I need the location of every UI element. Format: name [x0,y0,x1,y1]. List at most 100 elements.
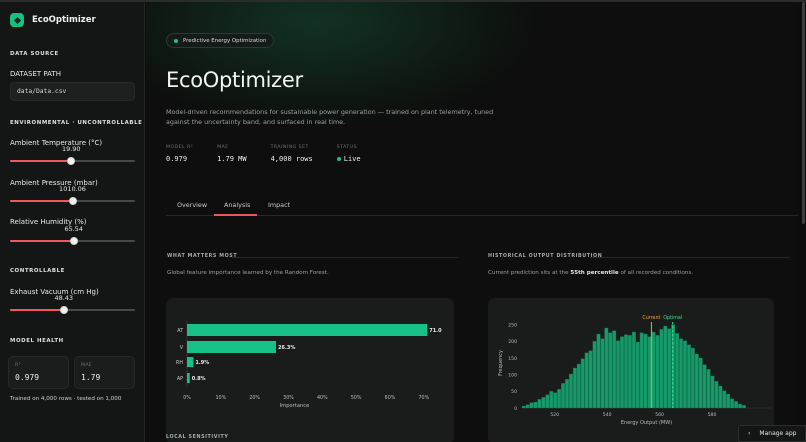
histogram-bar [683,340,687,409]
slider-thumb[interactable] [68,196,77,205]
stat-value: 4,000 rows [270,155,313,163]
status-dot-icon [174,38,178,43]
importance-chart: AT 71.0 V 26.3% RH 1.9% AP 0.8% 0% 10% 20% 30% 40% 50… [176,320,442,409]
histogram-bar [738,403,742,409]
slider-value: 65.54 [64,225,84,233]
slider-value: 1010.06 [59,185,86,193]
slider-value: 19.90 [61,145,81,153]
r2-kpi-card: R² 0.979 [8,356,69,389]
histogram-bar [576,363,581,409]
importance-bar [187,357,194,367]
bar-category-label: RH [176,360,183,366]
bar-category-label: V [180,345,184,351]
histogram-bar [620,336,624,409]
slider-thumb[interactable] [59,305,68,314]
histogram-bar [702,364,707,409]
histogram-bar [533,401,538,409]
status-value: Live [343,155,361,163]
stat-label: STATUS [336,145,357,150]
histogram-bar [726,393,731,409]
slider-track [10,309,135,311]
histogram-bar [714,381,719,409]
histogram-bar [710,375,715,409]
x-tick-label: 560 [655,412,664,418]
subtitle-text: Current prediction sits at the [488,270,571,276]
stat-training-set: TRAINING SET 4,000 rows [271,145,313,163]
exhaust-vacuum-slider[interactable]: 48.43 [10,294,135,316]
bar-value-label: 26.3% [278,345,295,351]
leaf-logo-icon [10,13,24,27]
histogram-bar [596,333,601,409]
active-tab-indicator [214,214,257,216]
importance-bar [187,373,190,383]
model-health-heading: MODEL HEALTH [10,338,64,344]
stat-label: MAE [217,145,229,150]
relative-humidity-slider[interactable]: 65.54 [10,225,135,247]
histogram-bar [580,358,585,409]
subtitle-text: of all recorded conditions. [618,270,694,276]
importance-chart-card: AT 71.0 V 26.3% RH 1.9% AP 0.8% 0% 10% 20% 30% 40% 50… [166,298,454,442]
histogram-bar [631,331,636,409]
x-tick-label: 70% [419,395,430,401]
importance-bar [187,341,276,353]
current-marker-label: Current [642,315,660,321]
importance-heading: WHAT MATTERS MOST [167,254,238,259]
page-title: EcoOptimizer [166,68,303,92]
kpi-value: 0.979 [15,373,40,382]
x-axis-label: Importance [280,403,310,409]
histogram-bar [588,350,593,409]
stat-value: 1.79 MW [217,155,247,163]
dataset-path-input[interactable]: data/Data.csv [10,82,135,101]
x-tick-label: 30% [283,395,294,401]
pill-label: Predictive Energy Optimization [183,37,267,44]
y-tick-label: 50 [511,389,517,395]
histogram-bar [529,402,534,409]
histogram-bar [553,392,558,409]
subtitle-percentile: 55th percentile [570,270,619,276]
ambient-pressure-slider[interactable]: 1010.06 [10,185,135,207]
tab-overview[interactable]: Overview [177,201,208,209]
histogram-bar [722,390,727,409]
histogram-bar [647,336,652,409]
slider-fill [10,160,72,162]
histogram-bar [734,401,738,409]
page-scrollbar[interactable] [802,2,805,224]
mae-kpi-card: MAE 1.79 [74,356,135,389]
histogram-bar [608,332,613,409]
training-footnote: Trained on 4,000 rows · tested on 1,000 [10,396,122,402]
optimal-marker-label: Optimal [663,315,682,321]
y-tick-label: 150 [508,356,517,362]
slider-thumb[interactable] [67,156,76,165]
x-tick-label: 580 [708,412,717,418]
ambient-temperature-slider[interactable]: 19.90 [10,145,135,167]
slider-fill [10,309,64,311]
importance-subtitle: Global feature importance learned by the… [167,270,329,276]
histogram-bar [639,332,644,409]
stats-row: MODEL R² 0.979 MAE 1.79 MW TRAINING SET … [166,145,385,163]
category-pill: Predictive Energy Optimization [166,33,275,48]
histogram-bar [651,331,656,409]
histogram-bar [643,333,648,409]
bar-value-label: 0.8% [192,376,206,382]
x-axis-label: Energy Output (MW) [621,420,672,426]
x-tick-label: 10% [215,395,226,401]
manage-app-button[interactable]: ‹ Manage app [738,425,806,442]
histogram-bar [628,335,632,409]
x-tick-label: 40% [317,395,328,401]
histogram-bar [624,334,628,409]
histogram-bar [549,391,554,409]
kpi-label: R² [15,363,21,368]
tab-impact[interactable]: Impact [268,201,291,209]
y-tick-label: 0 [514,406,517,412]
slider-label: Exhaust Vacuum (cm Hg) [10,288,99,296]
histogram-bar [561,383,565,409]
histogram-bar [706,369,711,409]
stat-model-r2: MODEL R² 0.979 [166,145,193,163]
y-tick-label: 200 [508,339,517,345]
distribution-heading: HISTORICAL OUTPUT DISTRIBUTION [488,254,603,259]
x-tick-label: 520 [550,412,559,418]
histogram-bar [663,325,668,409]
histogram-bar [537,399,542,409]
tab-analysis[interactable]: Analysis [224,201,251,209]
slider-thumb[interactable] [69,236,78,245]
